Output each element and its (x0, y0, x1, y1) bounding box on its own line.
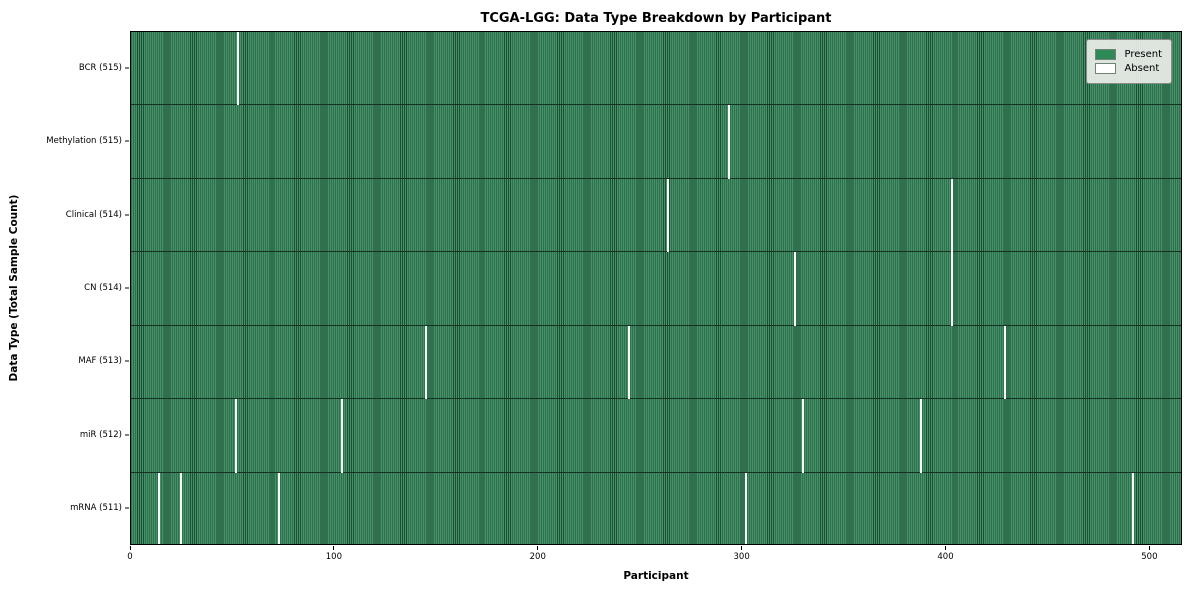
absent-cell (1132, 472, 1135, 544)
absent-cell (744, 472, 747, 544)
y-tick-mark (125, 287, 129, 289)
y-tick-label-Clinical: Clinical (514) (65, 209, 122, 220)
chart-title: TCGA-LGG: Data Type Breakdown by Partici… (480, 11, 832, 26)
absent-cell (920, 399, 923, 473)
absent-cell (628, 325, 631, 400)
y-tick-label-MAF: MAF (513) (78, 356, 122, 367)
x-tick-label-0: 0 (127, 552, 133, 562)
absent-cell (277, 472, 280, 544)
absent-cell (950, 178, 953, 253)
y-tick-mark (125, 214, 129, 216)
legend-entry-absent: Absent (1095, 63, 1162, 74)
absent-cell (234, 399, 237, 473)
absent-cell (157, 472, 160, 544)
absent-cell (950, 252, 953, 326)
y-tick-mark (125, 140, 129, 142)
present-cells-band (131, 325, 1181, 400)
legend-label: Absent (1124, 63, 1160, 74)
heatmap-row-Methylation (131, 105, 1181, 179)
legend-entry-present: Present (1095, 49, 1162, 60)
x-tick-label-500: 500 (1141, 552, 1158, 562)
absent-cell (1003, 325, 1006, 400)
y-tick-label-miR: miR (512) (79, 429, 122, 440)
heatmap-row-miR (131, 399, 1181, 473)
x-tick-mark (1148, 546, 1150, 550)
absent-cell (237, 32, 240, 106)
present-cells-band (131, 32, 1181, 106)
x-tick-label-100: 100 (325, 552, 342, 562)
legend-swatch-present (1095, 49, 1117, 60)
absent-cell (179, 472, 182, 544)
absent-cell (793, 252, 796, 326)
present-cells-band (131, 472, 1181, 544)
x-tick-mark (129, 546, 131, 550)
heatmap-row-MAF (131, 325, 1181, 400)
y-tick-label-Methylation: Methylation (515) (46, 136, 122, 147)
x-tick-label-200: 200 (529, 552, 546, 562)
y-tick-label-BCR: BCR (515) (78, 62, 122, 73)
present-cells-band (131, 399, 1181, 473)
heatmap-row-mRNA (131, 472, 1181, 544)
heatmap-plot-area: Present Absent (130, 31, 1182, 545)
present-cells-band (131, 105, 1181, 179)
absent-cell (667, 178, 670, 253)
y-tick-mark (125, 360, 129, 362)
x-tick-mark (741, 546, 743, 550)
absent-cell (340, 399, 344, 473)
legend: Present Absent (1086, 39, 1172, 84)
absent-cell (801, 399, 804, 473)
y-tick-label-CN: CN (514) (84, 283, 122, 293)
absent-cell (424, 325, 427, 400)
legend-label: Present (1124, 49, 1162, 60)
x-tick-mark (537, 546, 539, 550)
heatmap-row-CN (131, 252, 1181, 326)
y-tick-mark (125, 67, 129, 69)
y-tick-mark (125, 434, 129, 436)
x-tick-mark (945, 546, 946, 550)
y-tick-mark (125, 507, 129, 509)
present-cells-band (131, 178, 1181, 253)
x-tick-mark (333, 546, 335, 550)
absent-cell (728, 105, 731, 179)
heatmap-row-Clinical (131, 178, 1181, 253)
x-tick-label-300: 300 (733, 552, 750, 562)
heatmap-row-BCR (131, 32, 1181, 106)
x-axis-label: Participant (623, 570, 689, 582)
legend-swatch-absent (1095, 63, 1117, 74)
present-cells-band (131, 252, 1181, 326)
x-tick-label-400: 400 (937, 552, 954, 562)
y-tick-label-mRNA: mRNA (511) (70, 503, 122, 514)
